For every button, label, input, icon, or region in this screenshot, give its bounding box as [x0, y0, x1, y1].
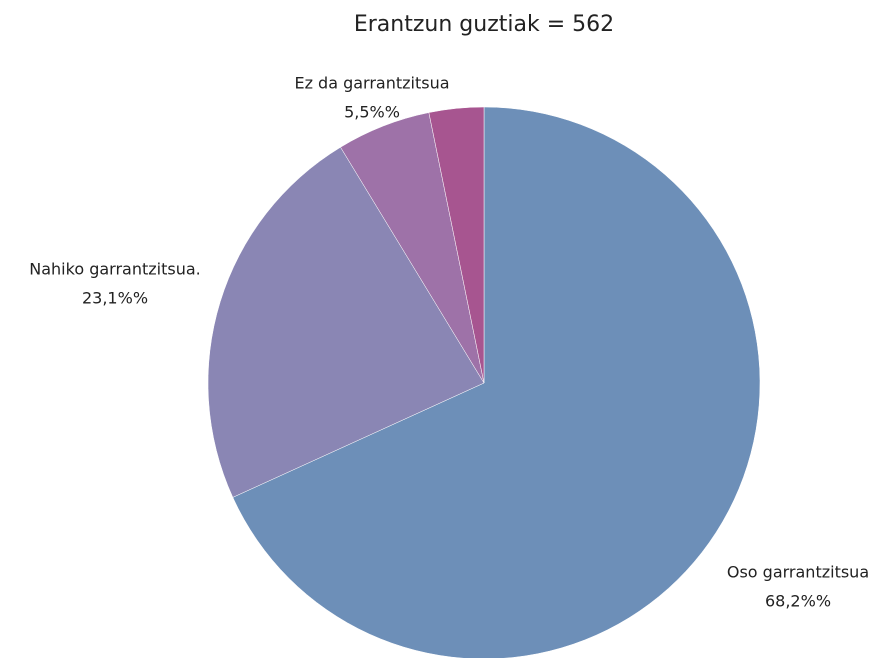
slice-value-label: 5,5%% [344, 103, 400, 122]
pie-slice [207, 146, 485, 498]
slice-label: Nahiko garrantzitsua. [29, 260, 200, 279]
chart-title: Erantzun guztiak = 562 [354, 12, 614, 37]
slice-label: Ez da garrantzitsua [294, 74, 449, 93]
slice-label: Oso garrantzitsua [727, 563, 869, 582]
slice-value-label: 68,2%% [765, 592, 831, 611]
pie-slice [428, 106, 485, 384]
pie-slice [232, 106, 761, 658]
slice-value-label: 23,1%% [82, 289, 148, 308]
